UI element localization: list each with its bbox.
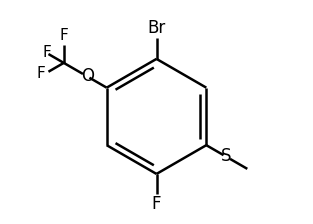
Text: Br: Br: [147, 19, 166, 37]
Text: F: F: [42, 45, 51, 60]
Text: F: F: [152, 195, 161, 213]
Text: F: F: [59, 28, 68, 43]
Text: O: O: [81, 67, 94, 85]
Text: F: F: [37, 66, 46, 81]
Text: S: S: [221, 147, 231, 166]
